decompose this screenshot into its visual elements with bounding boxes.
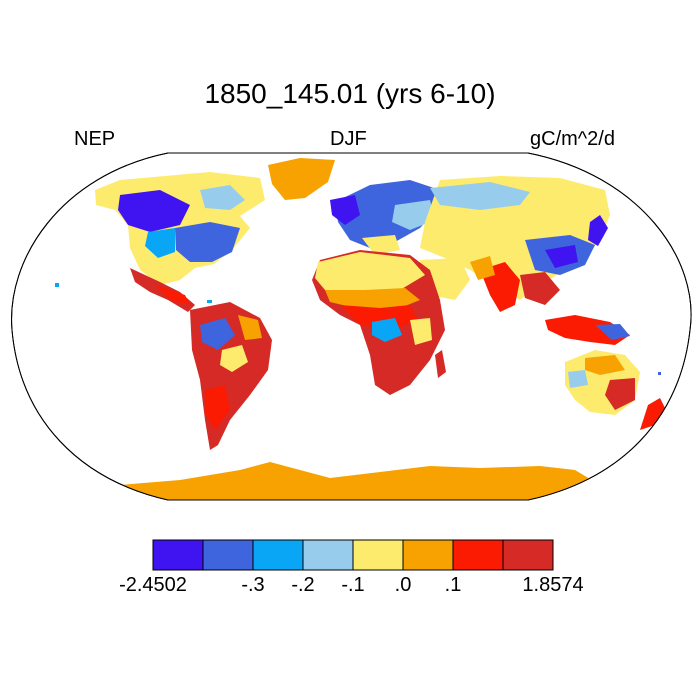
sa-amazon-blue bbox=[200, 318, 235, 350]
africa-yellow-east bbox=[410, 318, 432, 345]
africa-sahel-orange bbox=[325, 288, 420, 310]
ca-red bbox=[155, 285, 190, 305]
australia-orange bbox=[585, 355, 625, 375]
colorbar-label-1: -.3 bbox=[241, 574, 265, 596]
asia-violet bbox=[545, 245, 578, 268]
na-west-blue bbox=[118, 190, 190, 232]
maritime-se-asia bbox=[545, 315, 630, 345]
africa-blue bbox=[372, 318, 402, 342]
maritime-blue bbox=[595, 324, 630, 340]
antarctica bbox=[90, 462, 640, 500]
asia-orange bbox=[470, 256, 495, 280]
asia-se-red bbox=[520, 272, 560, 305]
europe-light bbox=[392, 200, 435, 230]
colorbar-label-4: .0 bbox=[394, 574, 412, 596]
colorbar bbox=[152, 539, 554, 571]
europe-yellow bbox=[362, 235, 400, 255]
colorbar-swatch-3 bbox=[302, 539, 354, 571]
greenland bbox=[268, 158, 335, 200]
pacific-island-icon bbox=[658, 372, 661, 375]
variable-label: NEP bbox=[74, 128, 116, 150]
japan bbox=[588, 215, 608, 246]
colorbar-label-3: -.1 bbox=[341, 574, 365, 596]
season-label: DJF bbox=[330, 128, 367, 150]
colorbar-label-6: 1.8574 bbox=[522, 574, 584, 596]
africa-red bbox=[340, 305, 418, 330]
colorbar-swatch-0 bbox=[152, 539, 204, 571]
units-label: gC/m^2/d bbox=[530, 128, 615, 150]
na-east-blue bbox=[175, 222, 240, 262]
australia-lightblue bbox=[568, 370, 588, 388]
asia-north-blue bbox=[430, 182, 530, 210]
colorbar-swatch-2 bbox=[252, 539, 304, 571]
colorbar-label-5: .1 bbox=[444, 574, 462, 596]
na-lightblue bbox=[145, 228, 175, 258]
caribbean-icon bbox=[207, 300, 212, 303]
madagascar bbox=[435, 350, 446, 378]
hawaii-icon bbox=[55, 283, 59, 287]
colorbar-swatch-7 bbox=[502, 539, 554, 571]
colorbar-label-0: -2.4502 bbox=[119, 574, 187, 596]
colorbar-swatch-5 bbox=[402, 539, 454, 571]
colorbar-swatch-1 bbox=[202, 539, 254, 571]
colorbar-swatch-4 bbox=[352, 539, 404, 571]
europe bbox=[335, 180, 440, 248]
australia-red bbox=[605, 378, 635, 410]
map-title: 1850_145.01 (yrs 6-10) bbox=[204, 78, 496, 109]
new-zealand bbox=[640, 398, 666, 430]
colorbar-swatch-6 bbox=[452, 539, 504, 571]
colorbar-label-2: -.2 bbox=[291, 574, 315, 596]
sa-yellow bbox=[220, 345, 248, 372]
europe-west-violet bbox=[330, 195, 360, 225]
africa-sahara bbox=[315, 252, 425, 292]
na-hudson-lightblue bbox=[200, 185, 245, 210]
sa-orange bbox=[238, 315, 262, 340]
sa-red-south bbox=[205, 385, 230, 430]
